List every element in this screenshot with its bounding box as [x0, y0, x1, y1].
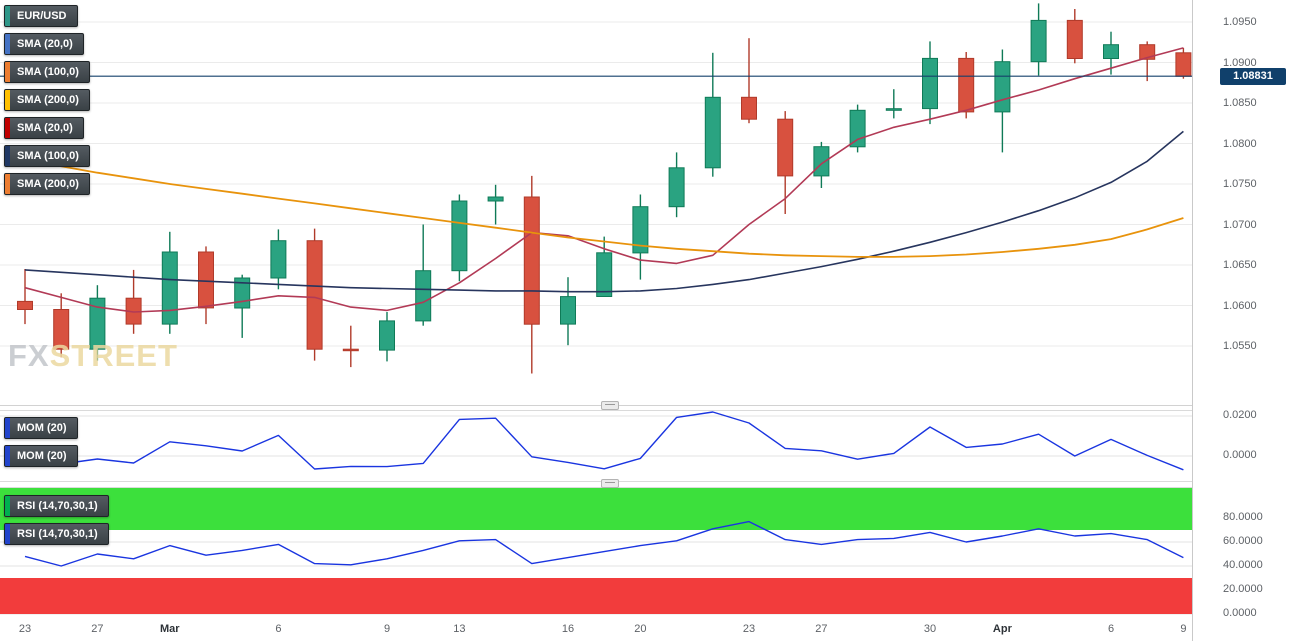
panel-resize-handle[interactable] — [601, 401, 619, 410]
time-axis-label: 16 — [561, 623, 575, 635]
main-legend: EUR/USD SMA (20,0) SMA (100,0) SMA (200,0) S… — [4, 5, 90, 201]
price-axis-label: 1.0800 — [1223, 137, 1257, 150]
time-axis-label: 23 — [742, 623, 756, 635]
legend-color-chip — [5, 418, 10, 438]
legend-item[interactable]: RSI (14,70,30,1) — [4, 523, 109, 545]
time-axis-label: 9 — [1180, 623, 1187, 635]
grip-lines-icon — [605, 482, 615, 485]
rsi-panel: RSI (14,70,30,1) RSI (14,70,30,1) — [0, 487, 1192, 619]
price-axis-label: 1.0550 — [1223, 340, 1257, 352]
momentum-legend: MOM (20) MOM (20) — [4, 417, 78, 473]
legend-label: RSI (14,70,30,1) — [17, 528, 98, 540]
legend-label: SMA (100,0) — [17, 150, 79, 162]
rsi-axis-label: 80.0000 — [1223, 511, 1263, 523]
momentum-panel: MOM (20) MOM (20) — [0, 410, 1192, 482]
time-axis-label: Apr — [992, 623, 1012, 635]
legend-color-chip — [5, 446, 10, 466]
legend-label: SMA (20,0) — [17, 122, 73, 134]
rsi-chart[interactable] — [0, 488, 1192, 618]
legend-color-chip — [5, 62, 10, 82]
price-axis-label: 1.0900 — [1223, 56, 1257, 69]
time-axis-label: 6 — [275, 623, 282, 635]
legend-label: EUR/USD — [17, 10, 67, 22]
legend-label: SMA (200,0) — [17, 94, 79, 106]
legend-item[interactable]: SMA (200,0) — [4, 173, 90, 195]
legend-color-chip — [5, 90, 10, 110]
price-axis-label: 1.0700 — [1223, 218, 1257, 231]
rsi-axis-label: 40.0000 — [1223, 559, 1263, 571]
legend-color-chip — [5, 34, 10, 54]
legend-label: MOM (20) — [17, 422, 67, 434]
legend-label: SMA (200,0) — [17, 178, 79, 190]
legend-color-chip — [5, 174, 10, 194]
rsi-axis-label: 20.0000 — [1223, 583, 1263, 595]
current-price-badge: 1.08831 — [1220, 68, 1286, 85]
legend-item[interactable]: RSI (14,70,30,1) — [4, 495, 109, 517]
rsi-axis-label: 60.0000 — [1223, 535, 1263, 547]
legend-item[interactable]: SMA (100,0) — [4, 61, 90, 83]
rsi-axis-label: 0.0000 — [1223, 607, 1257, 619]
legend-item[interactable]: MOM (20) — [4, 445, 78, 467]
time-axis-label: 27 — [815, 623, 828, 635]
fxstreet-watermark: FXSTREET — [8, 338, 178, 374]
legend-label: SMA (100,0) — [17, 66, 79, 78]
rsi-legend: RSI (14,70,30,1) RSI (14,70,30,1) — [4, 495, 109, 551]
time-axis[interactable]: 23 27 Mar 6 9 13 16 20 23 27 30 Apr 6 9 — [0, 618, 1192, 641]
main-price-panel: EUR/USD SMA (20,0) SMA (100,0) SMA (200,0) S… — [0, 0, 1192, 406]
time-axis-label: 30 — [923, 623, 937, 635]
time-axis-label: 13 — [453, 623, 466, 635]
time-axis-label: 27 — [91, 623, 104, 635]
momentum-axis-label: 0.0000 — [1223, 449, 1257, 461]
legend-label: SMA (20,0) — [17, 38, 73, 50]
legend-item[interactable]: EUR/USD — [4, 5, 78, 27]
legend-color-chip — [5, 146, 10, 166]
legend-color-chip — [5, 6, 10, 26]
momentum-chart[interactable] — [0, 411, 1192, 481]
legend-item[interactable]: SMA (20,0) — [4, 117, 84, 139]
time-axis-label: Mar — [160, 623, 180, 635]
legend-item[interactable]: SMA (20,0) — [4, 33, 84, 55]
legend-item[interactable]: SMA (100,0) — [4, 145, 90, 167]
legend-item[interactable]: MOM (20) — [4, 417, 78, 439]
legend-item[interactable]: SMA (200,0) — [4, 89, 90, 111]
watermark-street-text: STREET — [49, 338, 178, 373]
legend-color-chip — [5, 524, 10, 544]
panel-resize-handle[interactable] — [601, 479, 619, 488]
time-axis-label: 6 — [1107, 623, 1115, 635]
legend-color-chip — [5, 496, 10, 516]
legend-color-chip — [5, 118, 10, 138]
legend-label: RSI (14,70,30,1) — [17, 500, 98, 512]
price-axis-label: 1.0600 — [1223, 299, 1257, 312]
candlestick-chart[interactable] — [0, 0, 1192, 405]
price-axis-label: 1.0950 — [1223, 16, 1257, 28]
price-axis-label: 1.0650 — [1223, 259, 1257, 271]
price-axis-label: 1.0750 — [1223, 178, 1257, 190]
time-axis-label: 23 — [18, 623, 32, 635]
price-axis[interactable]: 1.08831 1.0950 1.0900 1.0850 1.0800 1.0750 1.… — [1192, 0, 1289, 641]
watermark-fx-text: FX — [8, 338, 50, 373]
grip-lines-icon — [605, 404, 615, 407]
time-axis-label: 9 — [383, 623, 391, 635]
time-axis-label: 20 — [634, 623, 647, 635]
legend-label: MOM (20) — [17, 450, 67, 462]
price-axis-label: 1.0850 — [1223, 97, 1257, 109]
momentum-axis-label: 0.0200 — [1223, 409, 1257, 421]
